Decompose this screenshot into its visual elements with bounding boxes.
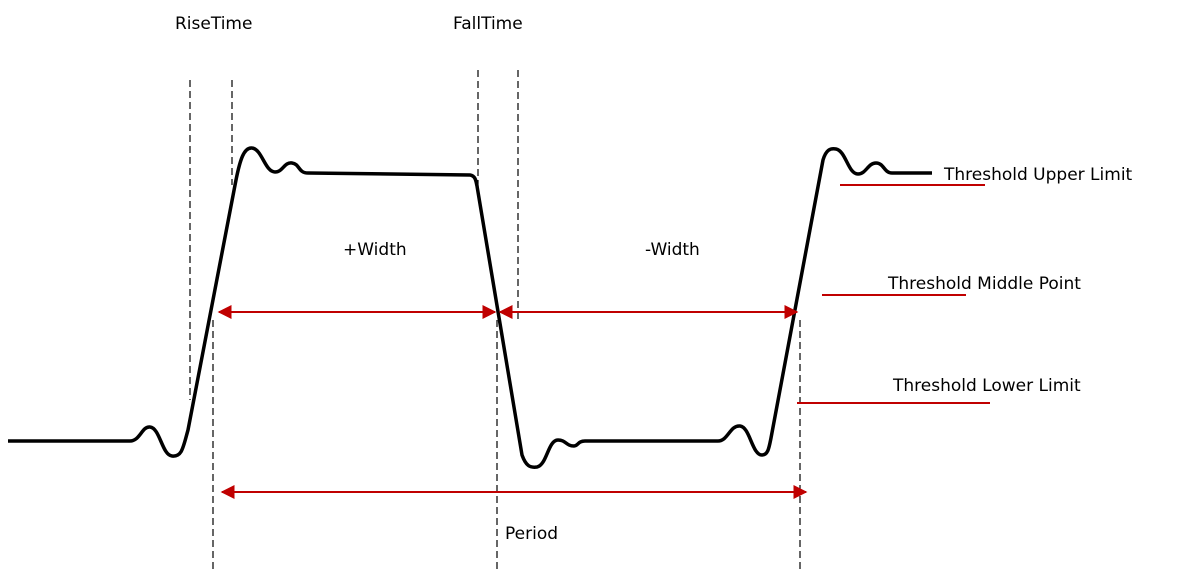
waveform [8,146,932,469]
period-label: Period [505,524,558,544]
fall-time-label: FallTime [453,14,523,34]
minus-width-label: -Width [645,240,700,260]
rise-time-label: RiseTime [175,14,252,34]
upper-limit-label: Threshold Upper Limit [943,165,1133,185]
middle-point-label: Threshold Middle Point [887,274,1081,294]
lower-limit-label: Threshold Lower Limit [892,376,1081,396]
red-markers [217,184,990,499]
dashed-guides [189,70,801,570]
plus-width-label: +Width [343,240,407,260]
